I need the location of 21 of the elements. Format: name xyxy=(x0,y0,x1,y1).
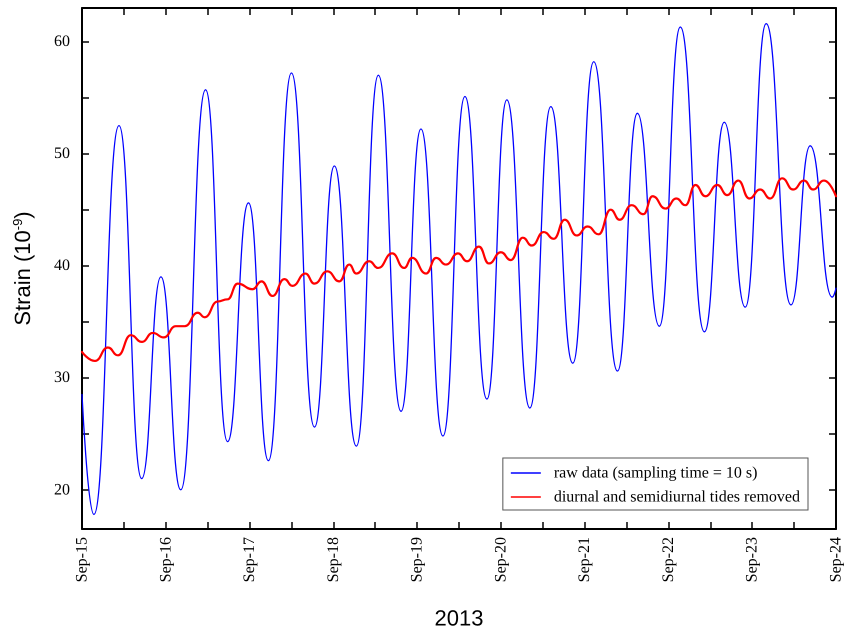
y-axis-title: Strain (10-9) xyxy=(10,211,35,326)
x-tick-label: Sep-15 xyxy=(74,537,90,582)
x-tick-label: Sep-17 xyxy=(241,537,258,582)
x-tick-label: Sep-18 xyxy=(324,537,342,582)
legend-label: raw data (sampling time = 10 s) xyxy=(554,464,758,482)
x-tick-label: Sep-23 xyxy=(744,537,761,582)
x-axis-title: 2013 xyxy=(434,606,484,630)
x-tick-label: Sep-20 xyxy=(492,537,510,582)
line-series xyxy=(81,23,837,516)
line-series xyxy=(80,177,838,362)
x-tick-label: Sep-16 xyxy=(157,537,174,582)
y-tick-label: 30 xyxy=(54,369,70,386)
legend-label: diurnal and semidiurnal tides removed xyxy=(554,488,800,506)
y-tick-label: 20 xyxy=(54,481,70,498)
x-tick-label: Sep-19 xyxy=(408,537,426,582)
x-tick-label: Sep-21 xyxy=(576,537,594,582)
y-tick-label: 50 xyxy=(54,145,70,162)
y-tick-label: 40 xyxy=(54,257,70,274)
x-tick-label: Sep-24 xyxy=(828,537,844,582)
y-tick-label: 60 xyxy=(54,33,70,50)
x-tick-label: Sep-22 xyxy=(660,537,677,582)
